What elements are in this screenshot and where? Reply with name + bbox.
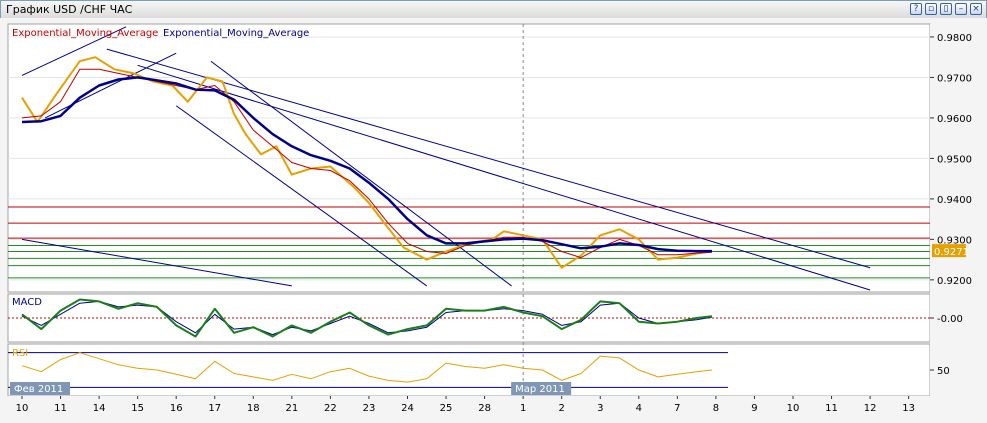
price-plot-group — [21, 26, 871, 291]
trend-line — [21, 238, 292, 287]
current-price-label: 0.9271 — [934, 247, 969, 258]
time-tick-label: 23 — [363, 403, 376, 414]
time-tick-label: 10 — [787, 403, 800, 414]
trend-line — [210, 60, 512, 287]
time-tick-label: 11 — [825, 403, 838, 414]
time-tick-label: 7 — [674, 403, 680, 414]
rsi-tick-label: 50 — [937, 366, 950, 377]
month-label: Фев 2011 — [14, 384, 63, 395]
rsi-title: RSI — [12, 348, 28, 359]
month-label-badge — [10, 382, 70, 395]
tile-window-button[interactable]: ▯ — [940, 3, 952, 15]
time-tick-label: 15 — [131, 403, 144, 414]
close-window-button[interactable]: × — [970, 3, 982, 15]
time-tick-label: 14 — [93, 403, 106, 414]
rsi-pane[interactable] — [7, 343, 931, 397]
window-titlebar[interactable]: График USD /CHF ЧАС ? ▫ ▯ – × — [1, 1, 986, 19]
trend-line — [106, 48, 871, 269]
current-price-badge — [932, 244, 966, 258]
time-axis — [0, 396, 987, 423]
price-tick-label: 0.9300 — [937, 235, 972, 246]
restore-window-button[interactable]: ▫ — [925, 3, 937, 15]
time-tick-label: 12 — [864, 403, 877, 414]
time-tick-label: 17 — [208, 403, 221, 414]
macd-signal-line — [21, 300, 713, 336]
window-buttons: ? ▫ ▯ – × — [910, 3, 982, 15]
window-title: График USD /CHF ЧАС — [6, 3, 133, 16]
time-tick-label: 28 — [478, 403, 491, 414]
time-tick-label: 24 — [401, 403, 414, 414]
time-tick-label: 18 — [247, 403, 260, 414]
time-tick-label: 21 — [285, 403, 298, 414]
time-tick-label: 4 — [636, 403, 642, 414]
month-label-badge — [511, 382, 572, 395]
time-tick-label: 22 — [324, 403, 337, 414]
price-tick-label: 0.9200 — [937, 276, 972, 287]
rsi-line — [21, 352, 713, 383]
macd-main-line — [21, 298, 713, 338]
time-tick-label: 9 — [751, 403, 757, 414]
legend-ema-1: Exponential_Moving_Average — [12, 28, 158, 39]
time-tick-label: 10 — [16, 403, 29, 414]
trend-line — [175, 105, 428, 287]
price-tick-label: 0.9700 — [937, 73, 972, 84]
price-tick-label: 0.9400 — [937, 195, 972, 206]
time-tick-label: 13 — [902, 403, 915, 414]
time-tick-label: 25 — [440, 403, 453, 414]
help-window-button[interactable]: ? — [910, 3, 922, 15]
price-tick-label: 0.9800 — [937, 33, 972, 44]
price-tick-label: 0.9500 — [937, 154, 972, 165]
price-series-line — [21, 56, 713, 269]
time-tick-label: 16 — [170, 403, 183, 414]
time-tick-label: 3 — [597, 403, 603, 414]
month-label: Мар 2011 — [515, 384, 565, 395]
trend-line — [21, 26, 127, 76]
time-tick-label: 1 — [520, 403, 526, 414]
price-tick-label: 0.9600 — [937, 114, 972, 125]
legend-ema-2: Exponential_Moving_Average — [163, 28, 309, 39]
chart-area[interactable]: 0.98000.97000.96000.95000.94000.93000.92… — [0, 18, 987, 423]
time-tick-label: 8 — [713, 403, 719, 414]
macd-tick-label: -0.00 — [937, 314, 963, 325]
trend-line — [44, 52, 177, 119]
price-axis — [930, 24, 987, 396]
time-tick-label: 2 — [559, 403, 565, 414]
macd-title: MACD — [12, 297, 42, 308]
ema-slow-line — [21, 76, 712, 253]
minimize-window-button[interactable]: – — [955, 3, 967, 15]
trend-line — [137, 64, 871, 291]
time-tick-label: 11 — [54, 403, 67, 414]
